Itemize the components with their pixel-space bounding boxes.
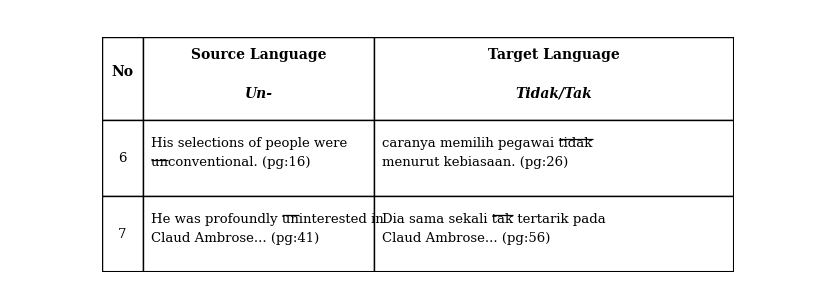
Text: Un-: Un- (245, 87, 273, 101)
Text: 6: 6 (118, 151, 126, 165)
Bar (143, 37, 374, 120)
Bar (143, 196, 374, 272)
Text: Dia sama sekali tak tertarik pada
Claud Ambrose... (pg:56): Dia sama sekali tak tertarik pada Claud … (382, 213, 606, 244)
Text: He was profoundly uninterested in
Claud Ambrose... (pg:41): He was profoundly uninterested in Claud … (151, 213, 384, 244)
Text: His selections of people were
unconventional. (pg:16): His selections of people were unconventi… (151, 137, 348, 169)
Bar (102, 120, 143, 196)
Text: 7: 7 (118, 228, 126, 241)
Text: caranya memilih pegawai tidak
menurut kebiasaan. (pg:26): caranya memilih pegawai tidak menurut ke… (382, 137, 592, 169)
Bar (374, 37, 734, 120)
Text: Source Language: Source Language (191, 48, 326, 62)
Bar (374, 196, 734, 272)
Text: No: No (112, 65, 134, 79)
Bar (374, 120, 734, 196)
Bar (102, 196, 143, 272)
Bar (102, 37, 143, 120)
Text: Tidak/Tak: Tidak/Tak (516, 87, 592, 101)
Bar (143, 120, 374, 196)
Text: Target Language: Target Language (488, 48, 620, 62)
